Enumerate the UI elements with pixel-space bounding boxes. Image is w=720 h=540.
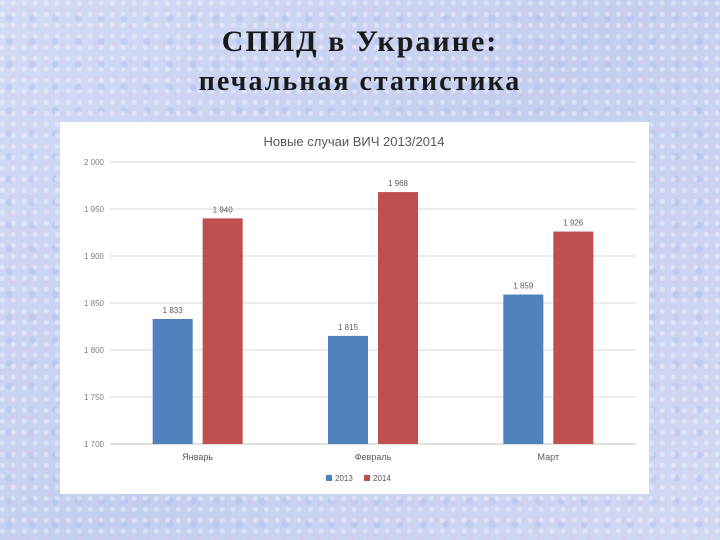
bar-2014-2 [378, 192, 418, 444]
x-axis-category-labels: Январь Февраль Март [182, 452, 559, 462]
chart-legend: 2013 2014 [326, 474, 391, 483]
data-label: 1 833 [163, 306, 184, 315]
bar-2013-2 [328, 335, 368, 444]
data-label: 1 859 [513, 282, 534, 291]
bar-2013-3 [503, 294, 544, 444]
legend-swatch-2014 [364, 475, 370, 481]
legend-swatch-2013 [326, 475, 332, 481]
slide-title-line-2: печальная статистика [198, 66, 522, 97]
bar-2014-1 [202, 218, 243, 444]
data-label: 1 815 [338, 323, 359, 332]
y-tick-label: 1 700 [84, 440, 105, 449]
data-label: 1 926 [563, 219, 584, 228]
data-label: 1 968 [388, 179, 409, 188]
chart-panel: Новые случаи ВИЧ 2013/2014 1 700 1 750 1 8… [60, 122, 649, 494]
bar-2014-3 [553, 231, 594, 444]
y-tick-label: 1 750 [84, 393, 105, 402]
slide-title-line-1: СПИД в Украине: [221, 25, 499, 58]
y-axis-tick-labels: 1 700 1 750 1 800 1 850 1 900 1 950 2 000 [84, 158, 105, 449]
chart-title: Новые случаи ВИЧ 2013/2014 [264, 134, 445, 149]
bar-chart: Новые случаи ВИЧ 2013/2014 1 700 1 750 1 8… [84, 134, 636, 483]
x-category-label: Январь [182, 452, 213, 462]
chart-bars [152, 192, 594, 444]
slide-title: СПИД в Украине: печальная статистика [0, 22, 720, 102]
y-tick-label: 1 900 [84, 252, 105, 261]
chart-data-labels: 1 833 1 940 1 815 1 968 1 859 1 926 [163, 179, 584, 332]
y-tick-label: 1 800 [84, 346, 105, 355]
y-tick-label: 2 000 [84, 158, 105, 167]
x-category-label: Февраль [355, 452, 392, 462]
legend-label: 2014 [373, 474, 391, 483]
data-label: 1 940 [213, 205, 234, 214]
x-category-label: Март [538, 452, 560, 462]
bar-2013-1 [152, 318, 193, 444]
legend-label: 2013 [335, 474, 353, 483]
y-tick-label: 1 850 [84, 299, 105, 308]
y-tick-label: 1 950 [84, 205, 105, 214]
chart-gridlines [110, 161, 636, 445]
